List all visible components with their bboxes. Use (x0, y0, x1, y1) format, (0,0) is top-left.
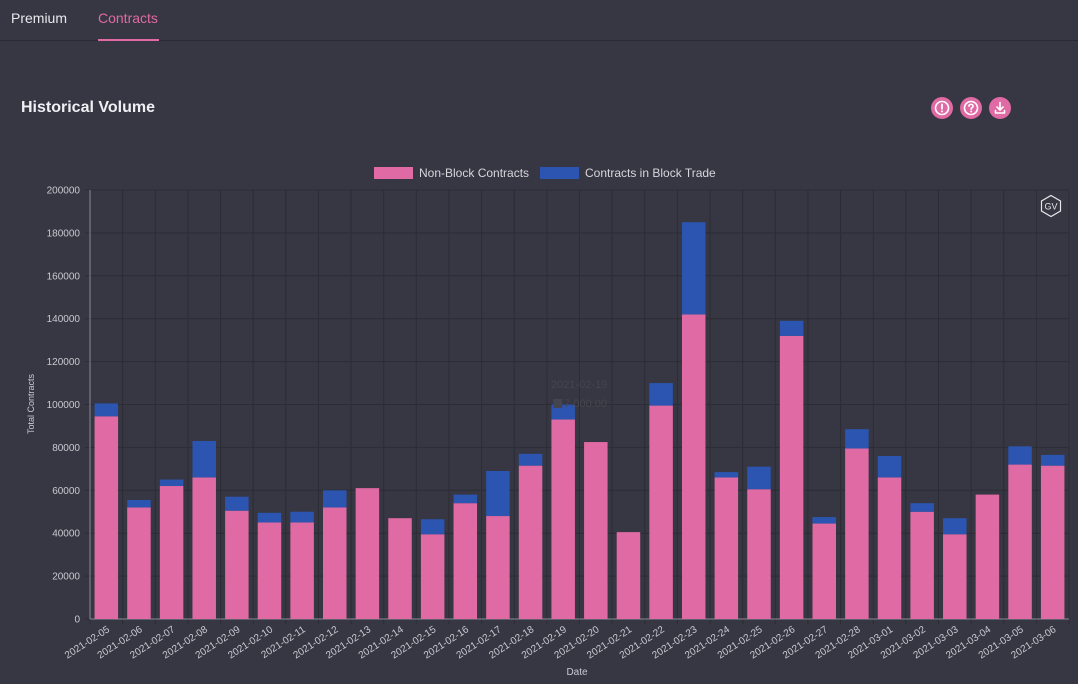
bar-block-trade (681, 222, 706, 315)
bar-non-block (1008, 464, 1032, 619)
bar-block-trade (845, 429, 869, 449)
y-tick-label: 100000 (47, 400, 81, 411)
help-icon (963, 100, 979, 116)
bar-block-trade (486, 470, 510, 517)
bar-block-trade (812, 517, 836, 524)
y-tick-label: 80000 (52, 443, 80, 454)
tab-premium[interactable]: Premium (11, 10, 68, 26)
bar-non-block (747, 489, 771, 619)
y-tick-label: 120000 (47, 357, 81, 368)
bar-non-block (714, 477, 739, 619)
tooltip-swatch (553, 399, 563, 408)
bar-non-block (159, 486, 184, 619)
bar-non-block (551, 419, 575, 619)
bar-non-block (518, 465, 543, 619)
bar-block-trade (518, 453, 543, 466)
help-button[interactable] (960, 97, 982, 119)
bar-non-block (127, 507, 151, 619)
tooltip-value: 7,000.00 (564, 398, 607, 410)
bar-block-trade (257, 512, 282, 523)
bar-block-trade (420, 519, 445, 535)
y-tick-label: 60000 (52, 486, 80, 497)
bar-non-block (877, 477, 902, 619)
bar-block-trade (877, 455, 902, 478)
bar-non-block (1040, 465, 1065, 619)
bar-block-trade (453, 494, 478, 504)
info-button[interactable] (931, 97, 953, 119)
bar-block-trade (910, 503, 934, 512)
bar-block-trade (1008, 446, 1032, 465)
y-tick-label: 140000 (47, 314, 81, 325)
bar-non-block (910, 511, 934, 619)
bar-block-trade (1040, 454, 1065, 466)
bar-non-block (681, 314, 706, 619)
bar-block-trade (551, 404, 575, 420)
bar-block-trade (747, 466, 771, 490)
bar-non-block (812, 523, 836, 619)
bar-block-trade (323, 490, 347, 508)
bar-non-block (486, 516, 510, 619)
y-tick-label: 20000 (52, 572, 80, 583)
bar-block-trade (649, 383, 673, 406)
bar-non-block (616, 532, 641, 619)
y-tick-label: 0 (74, 615, 80, 626)
download-button[interactable] (989, 97, 1011, 119)
tooltip-date: 2021-02-19 (551, 379, 607, 391)
historical-volume-chart: 0 20000 40000 60000 80000 100000 120000 140000 1… (26, 166, 1070, 678)
bar-block-trade (779, 320, 804, 336)
bar-non-block (323, 507, 347, 619)
download-icon (994, 101, 1006, 114)
bar-block-trade (192, 440, 216, 478)
bar-block-trade (94, 403, 119, 417)
bar-block-trade (290, 511, 314, 523)
bar-non-block (584, 442, 608, 619)
bar-non-block (975, 494, 1000, 619)
bar-non-block (257, 522, 282, 619)
bar-non-block (355, 488, 380, 619)
legend-swatch-non-block (374, 167, 413, 179)
bar-block-trade (127, 499, 151, 508)
bar-non-block (94, 416, 119, 619)
x-axis-title: Date (566, 667, 588, 678)
legend-label-non-block: Non-Block Contracts (419, 166, 529, 180)
bar-non-block (225, 510, 249, 619)
bar-non-block (453, 503, 478, 619)
y-tick-label: 180000 (47, 228, 81, 239)
bar-block-trade (159, 479, 184, 487)
bar-non-block (290, 522, 314, 619)
y-tick-label: 200000 (47, 186, 81, 197)
bar-non-block (845, 448, 869, 619)
gv-logo-text: GV (1044, 202, 1057, 212)
bar-non-block (192, 477, 216, 619)
page-title: Historical Volume (21, 99, 155, 116)
bar-block-trade (714, 472, 739, 478)
y-tick-label: 160000 (47, 271, 81, 282)
gv-logo-icon: GV (1040, 194, 1062, 218)
bar-non-block (388, 518, 412, 619)
y-tick-label: 40000 (52, 529, 80, 540)
legend-swatch-block-trade (540, 167, 579, 179)
bar-block-trade (943, 518, 967, 535)
legend-label-block-trade: Contracts in Block Trade (585, 166, 716, 180)
bar-non-block (943, 534, 967, 619)
tab-bar: Premium Contracts (0, 0, 1078, 41)
bar-non-block (649, 405, 673, 619)
y-axis-title: Total Contracts (26, 373, 36, 434)
bar-non-block (779, 335, 804, 619)
bar-block-trade (225, 496, 249, 511)
info-icon (934, 100, 950, 116)
tab-contracts[interactable]: Contracts (98, 9, 159, 41)
bar-non-block (420, 534, 445, 619)
